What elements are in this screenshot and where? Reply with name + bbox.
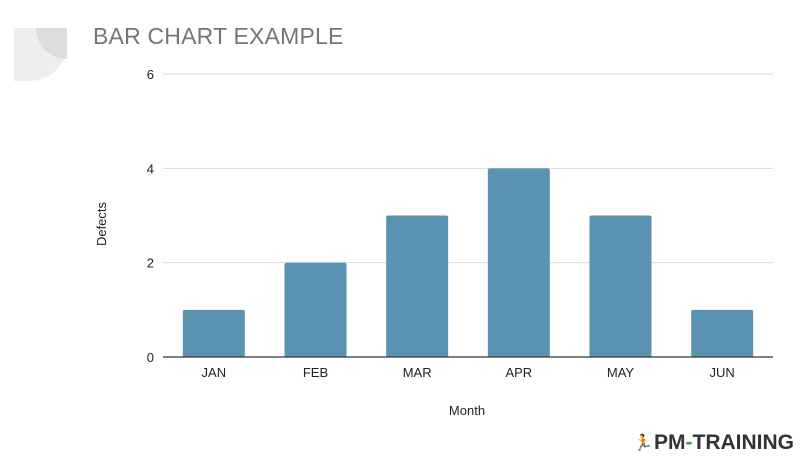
y-tick-label: 0 [147,350,154,365]
x-tick-label: FEB [303,365,328,380]
bar [386,215,449,357]
bar [182,309,245,357]
y-tick-label: 2 [147,256,154,271]
y-axis-title: Defects [94,201,109,246]
brand-suffix: TRAINING [692,431,795,454]
y-tick-label: 4 [147,161,154,176]
x-tick-label: JAN [202,365,227,380]
brand-prefix: PM [654,431,686,454]
chart-title: BAR CHART EXAMPLE [93,23,344,49]
bar [589,215,652,357]
y-tick-label: 6 [147,67,154,82]
bar [487,168,550,357]
x-tick-label: MAR [403,365,432,380]
x-tick-label: MAY [607,365,635,380]
brand-dash: - [685,431,693,454]
bar [691,309,754,357]
brand-logo: 🏃 PM - TRAINING [633,431,794,455]
x-axis-title: Month [449,403,485,418]
bar [284,262,347,357]
x-tick-label: JUN [710,365,735,380]
runner-icon: 🏃 [633,435,653,452]
x-tick-label: APR [505,365,532,380]
